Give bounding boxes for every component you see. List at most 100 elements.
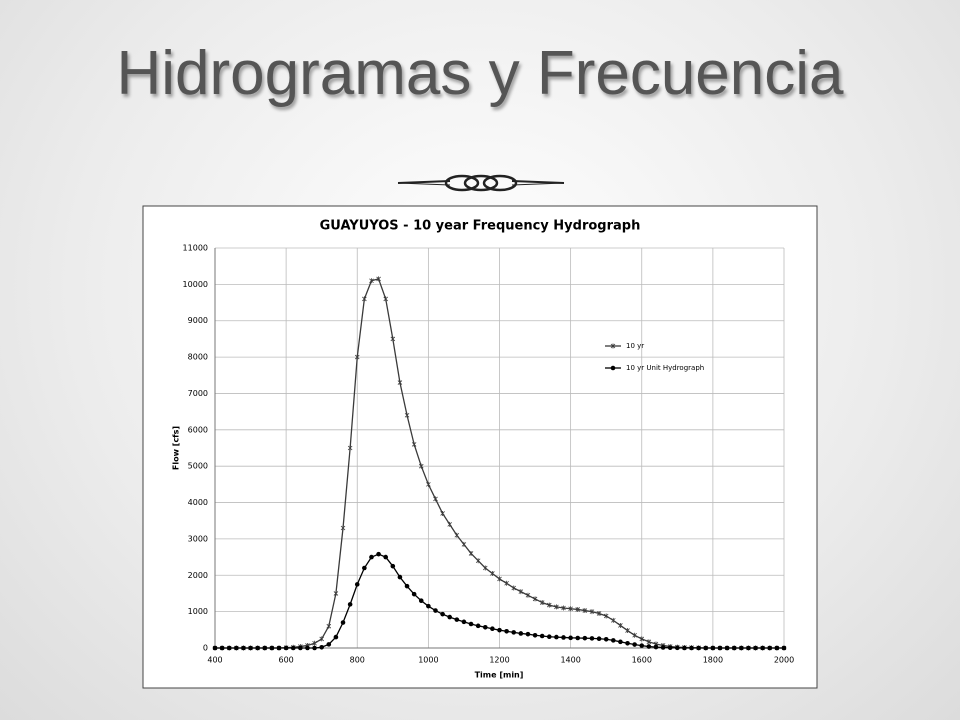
marker [305,645,310,651]
marker [646,644,652,649]
marker [262,645,268,651]
marker [525,631,531,637]
marker [760,645,765,651]
marker [404,412,410,418]
marker [539,600,545,606]
y-tick-label: 3000 [188,534,208,543]
marker [369,554,374,560]
marker [454,532,460,538]
marker [333,590,339,596]
marker [219,645,225,651]
marker [625,628,630,634]
marker [362,296,367,302]
marker [269,645,275,651]
marker [589,609,595,615]
marker [532,596,538,602]
marker [618,639,623,645]
marker [468,621,474,627]
marker [354,354,360,360]
slide-title: Hidrogramas y Frecuencia [116,39,844,108]
marker [440,510,445,516]
legend-marker [610,365,616,371]
marker [717,645,723,651]
marker [774,645,780,651]
y-tick-label: 5000 [188,462,208,471]
chart-title: GUAYUYOS - 10 year Frequency Hydrograph [320,219,641,234]
marker [418,463,424,469]
marker [518,589,524,595]
marker [568,606,573,612]
marker [354,582,360,587]
x-tick-label: 2000 [774,656,794,665]
marker [710,645,716,651]
marker [276,645,282,651]
marker [490,570,495,576]
marker [234,645,239,651]
marker [397,574,403,580]
marker [660,645,666,650]
marker [347,602,353,607]
marker [490,626,495,632]
marker [767,645,773,651]
legend-label: 10 yr Unit Hydrograph [626,364,704,372]
marker [753,645,758,651]
marker [561,605,566,611]
marker [568,635,573,641]
marker [554,604,559,610]
marker [404,583,410,589]
marker [639,643,645,648]
marker [667,645,673,651]
marker [561,635,566,640]
marker [646,639,652,645]
marker [390,563,396,569]
marker [426,481,431,487]
y-tick-label: 1000 [188,607,208,616]
marker [511,585,517,591]
x-tick-label: 1000 [418,656,438,665]
marker [226,645,232,651]
marker [482,624,488,630]
marker [319,644,324,650]
x-tick-label: 600 [278,656,293,665]
marker [461,541,467,547]
legend-label: 10 yr [626,342,644,350]
x-tick-label: 1800 [703,656,723,665]
y-tick-label: 6000 [188,425,208,434]
marker [731,645,737,651]
marker [411,591,417,597]
marker [376,551,381,557]
x-tick-label: 1400 [560,656,580,665]
marker [682,645,687,651]
marker [497,576,502,582]
marker [362,565,367,571]
marker [447,614,453,620]
marker [596,610,602,616]
marker [575,606,581,612]
y-tick-label: 10000 [183,280,208,289]
marker [290,645,296,651]
marker [504,628,509,634]
marker [547,602,552,608]
marker [255,645,260,651]
marker [525,592,531,598]
marker [312,645,317,651]
x-tick-label: 400 [207,656,222,665]
marker [326,623,332,629]
marker [340,525,346,531]
marker [433,496,438,502]
marker [596,636,602,642]
marker [582,635,588,641]
marker [582,608,588,614]
marker [426,603,431,609]
marker [675,645,680,651]
marker [454,617,460,622]
marker [468,550,474,556]
marker [241,645,246,651]
marker [397,380,403,386]
marker [369,278,374,284]
marker [347,445,353,451]
marker [497,627,502,633]
x-tick-label: 1600 [632,656,652,665]
